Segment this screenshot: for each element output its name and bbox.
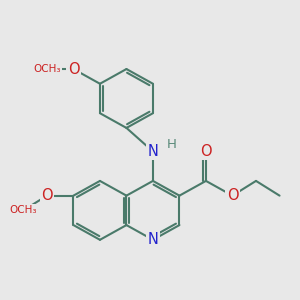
Text: N: N [148,232,158,247]
Text: O: O [68,61,79,76]
Text: OCH₃: OCH₃ [33,64,61,74]
Text: O: O [226,188,238,203]
Text: OCH₃: OCH₃ [10,206,37,215]
Text: H: H [167,138,177,151]
Text: N: N [148,144,158,159]
Text: O: O [41,188,53,203]
Text: O: O [41,188,53,203]
Text: O: O [200,144,212,159]
